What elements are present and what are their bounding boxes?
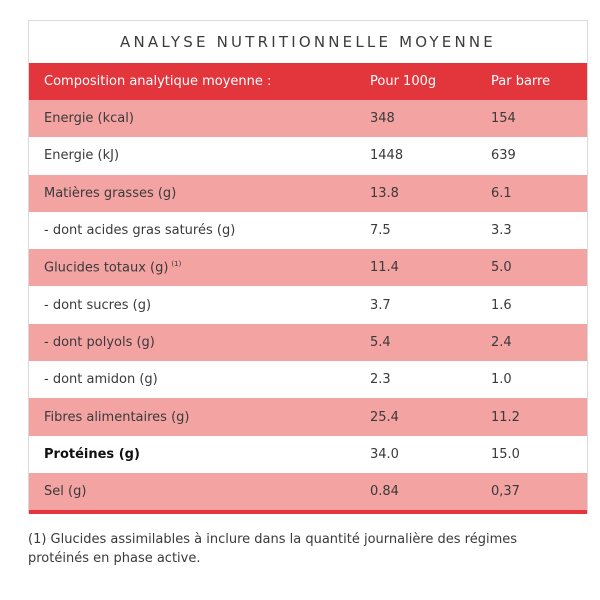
row-per-100g: 3.7	[370, 297, 391, 313]
nutrition-table: ANALYSE NUTRITIONNELLE MOYENNE Compositi…	[28, 20, 588, 515]
header-per-bar: Par barre	[491, 74, 551, 89]
row-per-bar: 0,37	[491, 484, 520, 500]
row-label: Energie (kJ)	[44, 148, 120, 164]
table-row-energie-kj: Energie (kJ) 1448 639	[29, 137, 587, 175]
table-row-sucres: - dont sucres (g) 3.7 1.6	[29, 286, 587, 324]
table-row-glucides-totaux: Glucides totaux (g) (1) 11.4 5.0	[29, 249, 587, 287]
table-row-energie-kcal: Energie (kcal) 348 154	[29, 100, 587, 138]
row-label: Sel (g)	[44, 484, 87, 500]
row-per-bar: 5.0	[491, 260, 512, 276]
row-per-100g: 11.4	[370, 260, 399, 276]
row-label: - dont sucres (g)	[44, 297, 152, 313]
table-bottom-rule	[29, 510, 587, 515]
row-per-100g: 1448	[370, 148, 404, 164]
row-per-100g: 34.0	[370, 446, 399, 462]
table-row-amidon: - dont amidon (g) 2.3 1.0	[29, 361, 587, 399]
row-per-bar: 1.6	[491, 297, 512, 313]
table-header-row: Composition analytique moyenne : Pour 10…	[29, 63, 587, 100]
row-label-with-note: Glucides totaux (g) (1)	[29, 260, 370, 275]
row-per-bar: 1.0	[491, 372, 512, 388]
table-row-polyols: - dont polyols (g) 5.4 2.4	[29, 323, 587, 362]
row-label: - dont amidon (g)	[44, 372, 158, 388]
table-row-proteines: Protéines (g) 34.0 15.0	[29, 435, 587, 473]
row-label: Glucides totaux (g)	[44, 260, 169, 276]
row-per-bar: 2.4	[491, 334, 512, 350]
footnote: (1) Glucides assimilables à inclure dans…	[28, 532, 518, 566]
row-label: Protéines (g)	[44, 446, 140, 462]
row-label: Energie (kcal)	[44, 111, 134, 127]
row-per-bar: 154	[491, 111, 516, 127]
row-per-100g: 7.5	[370, 223, 391, 239]
header-per-100g: Pour 100g	[370, 74, 437, 89]
row-per-100g: 25.4	[370, 409, 399, 425]
row-per-100g: 13.8	[370, 185, 399, 201]
table-row-sel: Sel (g) 0.84 0,37	[29, 472, 587, 511]
row-label: - dont polyols (g)	[44, 334, 155, 350]
row-per-100g: 2.3	[370, 372, 391, 388]
table-row-acides-gras-satures: - dont acides gras saturés (g) 7.5 3.3	[29, 211, 587, 250]
row-label: - dont acides gras saturés (g)	[44, 223, 236, 239]
header-composition: Composition analytique moyenne :	[44, 74, 272, 89]
row-per-100g: 348	[370, 111, 395, 127]
row-per-bar: 6.1	[491, 185, 512, 201]
row-per-100g: 0.84	[370, 484, 399, 500]
row-per-bar: 15.0	[491, 446, 520, 462]
row-label: Fibres alimentaires (g)	[44, 409, 190, 425]
row-per-bar: 11.2	[491, 409, 520, 425]
row-per-bar: 3.3	[491, 223, 512, 239]
footnote-marker: (1)	[171, 260, 182, 269]
row-label: Matières grasses (g)	[44, 185, 177, 201]
table-row-matieres-grasses: Matières grasses (g) 13.8 6.1	[29, 174, 587, 212]
table-row-fibres: Fibres alimentaires (g) 25.4 11.2	[29, 398, 587, 436]
table-title: ANALYSE NUTRITIONNELLE MOYENNE	[29, 21, 587, 63]
row-per-bar: 639	[491, 148, 516, 164]
row-per-100g: 5.4	[370, 334, 391, 350]
